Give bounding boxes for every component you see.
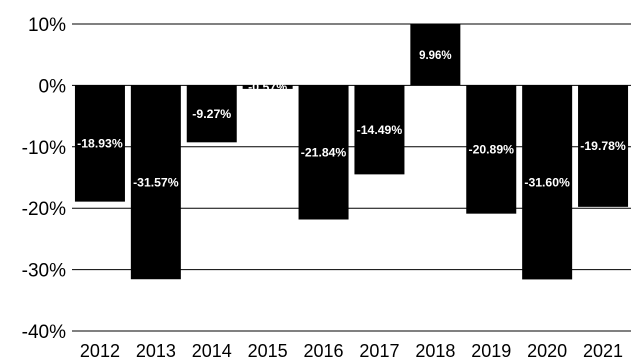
data-label-2016: -21.84% — [301, 145, 347, 159]
data-label-2021: -19.78% — [580, 139, 626, 153]
y-tick-label: -40% — [22, 322, 66, 343]
x-tick-label-2018: 2018 — [415, 341, 455, 361]
x-tick-label-2021: 2021 — [583, 341, 623, 361]
bar-2019 — [466, 85, 517, 214]
x-tick-label-2012: 2012 — [80, 341, 120, 361]
x-tick-label-2013: 2013 — [136, 341, 176, 361]
y-axis-labels: 10% 0% -10% -20% -30% -40% — [22, 15, 66, 343]
bar-2012 — [74, 85, 125, 202]
x-tick-label-2020: 2020 — [527, 341, 567, 361]
bar-2018 — [410, 24, 461, 86]
data-label-2017: -14.49% — [357, 123, 403, 137]
data-label-2019: -20.89% — [469, 143, 515, 157]
x-tick-label-2016: 2016 — [304, 341, 344, 361]
x-tick-label-2019: 2019 — [471, 341, 511, 361]
y-tick-label: -20% — [22, 199, 66, 220]
bar-2015 — [242, 85, 293, 89]
bar-2017 — [354, 85, 405, 175]
bar-2013 — [130, 85, 181, 280]
data-label-2015: -0.57% — [248, 80, 287, 94]
x-tick-label-2015: 2015 — [248, 341, 288, 361]
data-label-2013: -31.57% — [133, 175, 179, 189]
bar-2020 — [522, 85, 573, 280]
y-tick-label: 0% — [39, 76, 67, 97]
bar-2014 — [186, 85, 237, 143]
x-tick-label-2014: 2014 — [192, 341, 232, 361]
y-tick-label: -30% — [22, 261, 66, 282]
data-label-2018: 9.96% — [419, 48, 452, 62]
data-label-2012: -18.93% — [77, 137, 123, 151]
bars — [74, 24, 629, 280]
x-tick-label-2017: 2017 — [359, 341, 399, 361]
data-labels: -18.93% -31.57% -9.27% -0.57% -21.84% -14.49%… — [77, 48, 626, 190]
bar-2016 — [298, 85, 349, 220]
x-axis-labels: 2012 2013 2014 2015 2016 2017 2018 2019 2020 2021 — [80, 341, 623, 361]
y-tick-label: -10% — [22, 138, 66, 159]
data-label-2014: -9.27% — [192, 107, 231, 121]
bar-2021 — [578, 85, 629, 207]
data-label-2020: -31.60% — [524, 175, 570, 189]
y-tick-label: 10% — [28, 15, 66, 36]
